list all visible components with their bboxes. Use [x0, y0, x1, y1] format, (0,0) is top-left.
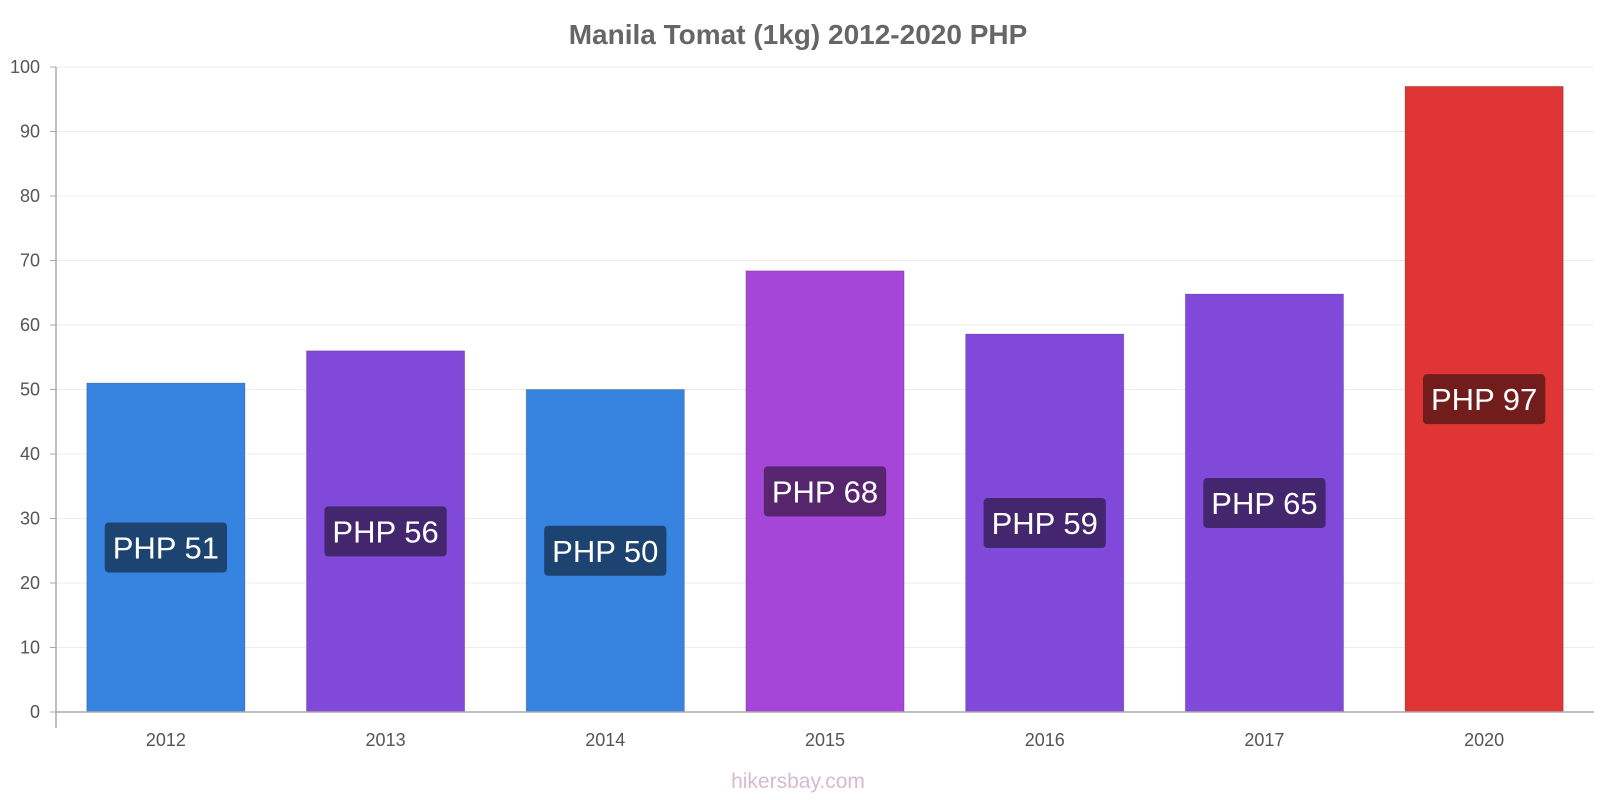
y-tick-label: 80 [20, 186, 40, 206]
data-label-background [1203, 478, 1326, 529]
data-label-text: PHP 50 [552, 534, 658, 569]
x-tick-label: 2012 [146, 730, 186, 750]
y-tick-label: 30 [20, 509, 40, 529]
data-label-2015: PHP 68 [763, 466, 887, 517]
x-tick-label: 2015 [805, 730, 845, 750]
data-label-text: PHP 56 [332, 514, 438, 549]
x-tick-label: 2017 [1244, 730, 1284, 750]
y-tick-label: 10 [20, 638, 40, 658]
x-tick-label: 2020 [1464, 730, 1504, 750]
bars [86, 85, 1564, 713]
y-tick-label: 100 [10, 57, 40, 77]
data-label-background [104, 522, 227, 573]
data-label-text: PHP 97 [1431, 382, 1537, 417]
y-tick-label: 90 [20, 122, 40, 142]
data-label-2020: PHP 97 [1423, 374, 1546, 425]
y-tick-label: 70 [20, 251, 40, 271]
data-label-2017: PHP 65 [1203, 478, 1326, 529]
data-label-text: PHP 65 [1211, 486, 1317, 521]
data-label-background [1423, 374, 1546, 425]
data-label-text: PHP 68 [772, 474, 878, 509]
y-tick-label: 40 [20, 444, 40, 464]
data-label-background [324, 506, 447, 557]
data-label-text: PHP 59 [992, 506, 1098, 541]
source-credit: hikersbay.com [731, 770, 865, 793]
y-tick-label: 20 [20, 573, 40, 593]
data-label-background [763, 466, 887, 517]
y-tick-label: 60 [20, 315, 40, 335]
data-label-background [983, 498, 1106, 549]
x-tick-label: 2016 [1025, 730, 1065, 750]
x-tick-label: 2013 [366, 730, 406, 750]
axes: 0 10 20 30 40 50 60 70 80 90 100 2012 2013 2014 2015 20… [10, 57, 1594, 750]
data-label-2016: PHP 59 [983, 498, 1106, 549]
x-tick-label: 2014 [585, 730, 625, 750]
y-tick-label: 0 [30, 702, 40, 722]
data-label-background [544, 525, 667, 576]
data-label-2012: PHP 51 [104, 522, 227, 573]
data-labels: PHP 51 PHP 56 PHP 50 PHP 68 PHP 59 PHP 65 PHP … [104, 374, 1546, 576]
data-label-2013: PHP 56 [324, 506, 447, 557]
y-tick-label: 50 [20, 380, 40, 400]
chart-title: Manila Tomat (1kg) 2012-2020 PHP [569, 19, 1028, 50]
data-label-2014: PHP 50 [544, 525, 667, 576]
data-label-text: PHP 51 [113, 531, 219, 566]
